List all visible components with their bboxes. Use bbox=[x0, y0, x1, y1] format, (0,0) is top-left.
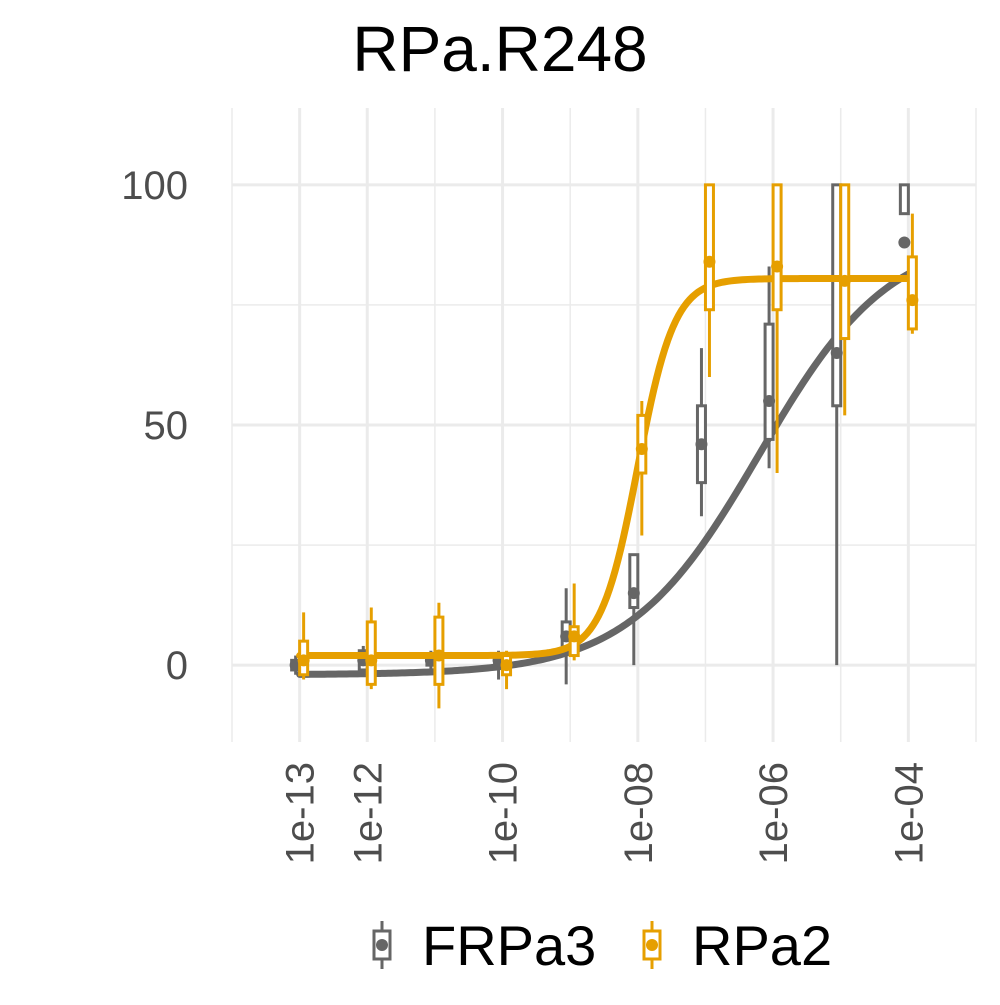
data-point bbox=[432, 649, 445, 662]
series-layer bbox=[289, 183, 919, 709]
data-point bbox=[500, 659, 513, 672]
box bbox=[839, 183, 851, 341]
box bbox=[898, 183, 910, 216]
box bbox=[365, 620, 377, 686]
x-tick-label: 1e-12 bbox=[346, 762, 390, 864]
data-point bbox=[297, 654, 310, 667]
fit-curve-RPa2 bbox=[296, 275, 912, 660]
series-RPa2 bbox=[296, 183, 919, 709]
fit-curve-FRPa3 bbox=[296, 270, 912, 678]
box bbox=[703, 183, 715, 312]
data-point bbox=[365, 654, 378, 667]
legend-key-RPa2 bbox=[642, 921, 662, 969]
x-tick-label: 1e-08 bbox=[617, 762, 661, 864]
x-tick-label: 1e-06 bbox=[752, 762, 796, 864]
x-tick-label: 1e-10 bbox=[482, 762, 526, 864]
data-point bbox=[703, 255, 716, 268]
y-tick-label: 50 bbox=[144, 404, 189, 448]
legend-label: FRPa3 bbox=[422, 914, 596, 977]
legend-key-FRPa3 bbox=[372, 921, 392, 969]
data-point bbox=[898, 236, 911, 249]
y-tick-label: 100 bbox=[121, 164, 188, 208]
y-tick-label: 0 bbox=[166, 644, 188, 688]
data-point bbox=[568, 630, 581, 643]
x-tick-label: 1e-04 bbox=[887, 762, 931, 864]
data-point bbox=[627, 587, 640, 600]
box bbox=[763, 322, 775, 441]
data-point bbox=[763, 394, 776, 407]
data-point bbox=[635, 443, 648, 456]
data-point bbox=[830, 346, 843, 359]
data-point bbox=[695, 438, 708, 451]
legend-dot bbox=[376, 939, 388, 951]
grid-lines bbox=[231, 108, 977, 742]
legend: FRPa3 RPa2 bbox=[372, 914, 832, 977]
axis-tick-labels: 0 50 100 1e-13 1e-12 1e-10 1e-08 1e-06 1e-04 bbox=[121, 164, 931, 864]
box bbox=[771, 183, 783, 312]
data-point bbox=[906, 294, 919, 307]
data-point bbox=[838, 274, 851, 287]
box bbox=[628, 553, 640, 610]
legend-label: RPa2 bbox=[692, 914, 832, 977]
legend-dot bbox=[646, 939, 658, 951]
x-tick-label: 1e-13 bbox=[279, 762, 323, 864]
data-point bbox=[771, 260, 784, 273]
box bbox=[906, 255, 918, 331]
chart-title: RPa.R248 bbox=[352, 13, 648, 85]
